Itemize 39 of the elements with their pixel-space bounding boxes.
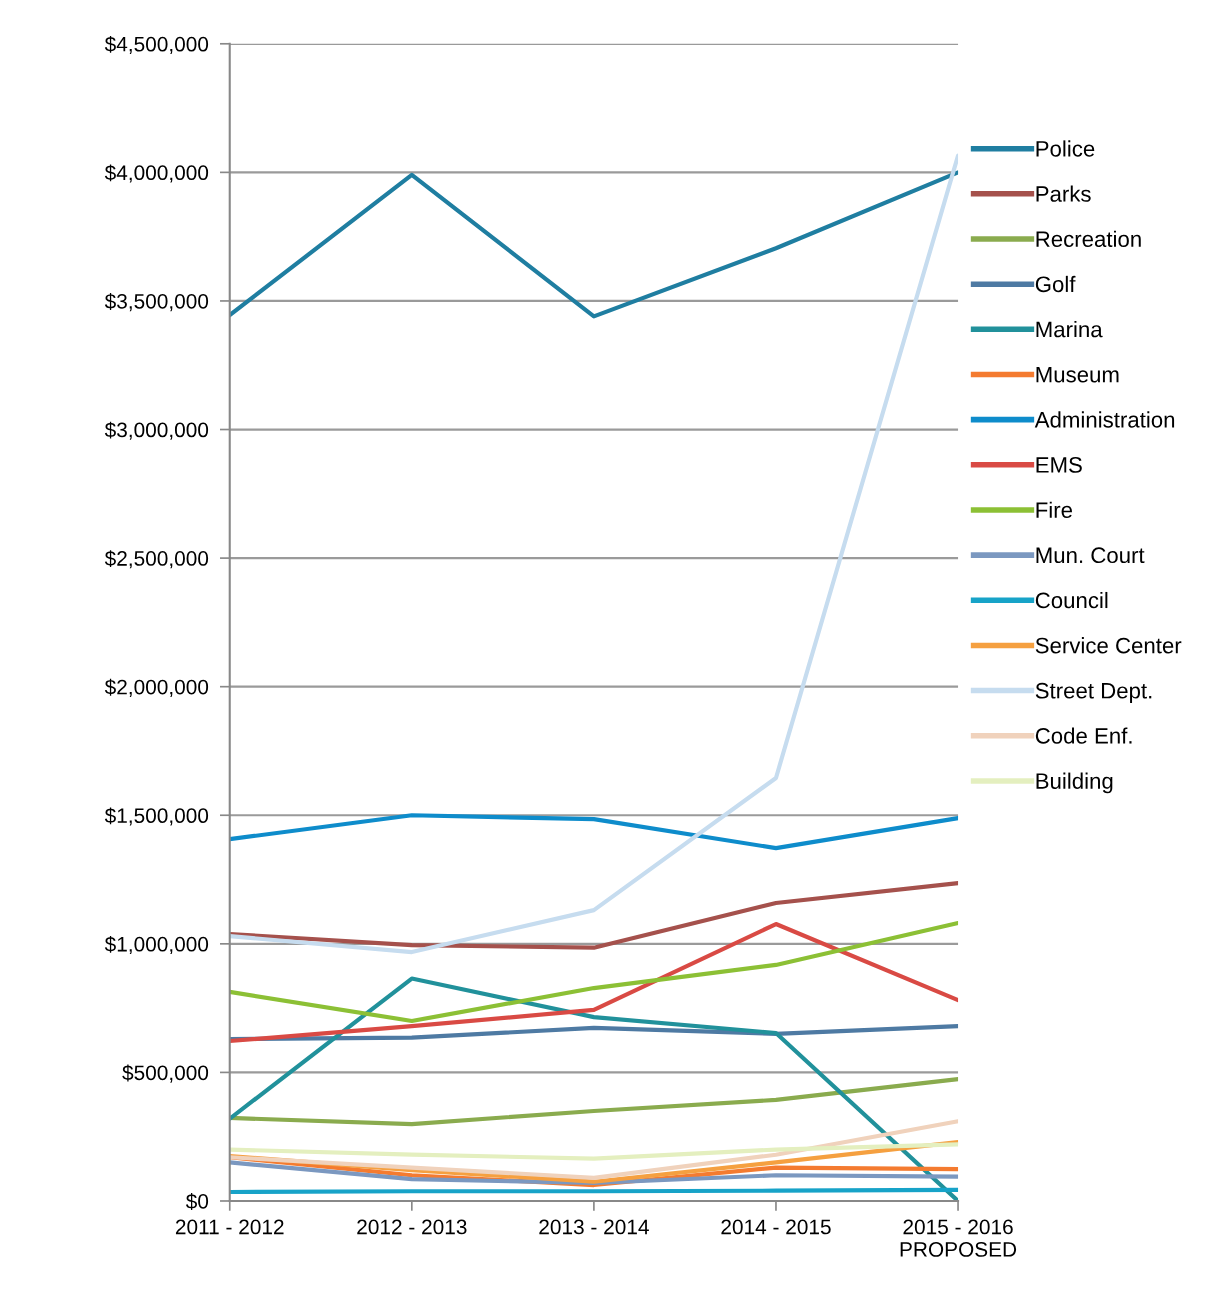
y-tick-label: $3,500,000 <box>104 293 209 312</box>
x-tick-label: 2012 - 2013 <box>357 1219 467 1235</box>
legend-label: EMS <box>1036 457 1082 473</box>
legend-label: Building <box>1036 772 1113 794</box>
y-tick-label: $2,500,000 <box>104 550 209 569</box>
x-tick-label: 2015 - 2016 PROPOSED <box>900 1219 1017 1257</box>
legend-label: Museum <box>1036 366 1119 383</box>
y-tick-label: $2,000,000 <box>104 678 209 697</box>
line-series <box>229 153 959 955</box>
y-tick-label: $3,000,000 <box>104 421 209 440</box>
line-series <box>229 1077 959 1127</box>
line-series <box>229 813 959 851</box>
x-tick-label: 2011 - 2012 <box>175 1219 284 1235</box>
y-tick-label: $1,500,000 <box>104 807 209 826</box>
legend-label: Golf <box>1035 275 1076 293</box>
line-series <box>229 1119 959 1180</box>
legend-label: Street Dept. <box>1035 682 1152 703</box>
x-tick-label: 2013 - 2014 <box>539 1219 649 1235</box>
y-tick-label: $500,000 <box>122 1064 209 1083</box>
legend-label: Fire <box>1036 501 1072 518</box>
line-series <box>229 881 959 950</box>
y-tick-label: $4,500,000 <box>104 35 209 54</box>
line-series <box>229 920 959 1024</box>
legend-label: Service Center <box>1035 637 1182 654</box>
legend-label: Administration <box>1034 411 1175 428</box>
legend-label: Parks <box>1036 185 1091 202</box>
legend-label: Marina <box>1036 320 1103 338</box>
line-series <box>229 1142 959 1161</box>
line-series <box>229 170 959 319</box>
x-tick-label: 2014 - 2015 <box>721 1219 831 1235</box>
legend-label: Code Enf. <box>1035 727 1132 744</box>
y-tick-label: $1,000,000 <box>104 935 209 955</box>
legend-label: Council <box>1035 591 1108 609</box>
y-tick-label: $0 <box>185 1193 209 1210</box>
legend-label: Police <box>1036 140 1095 157</box>
y-tick-label: $4,000,000 <box>104 164 209 183</box>
legend-label: Recreation <box>1036 230 1141 247</box>
legend-label: Mun. Court <box>1036 547 1145 564</box>
line-series <box>229 921 959 1044</box>
